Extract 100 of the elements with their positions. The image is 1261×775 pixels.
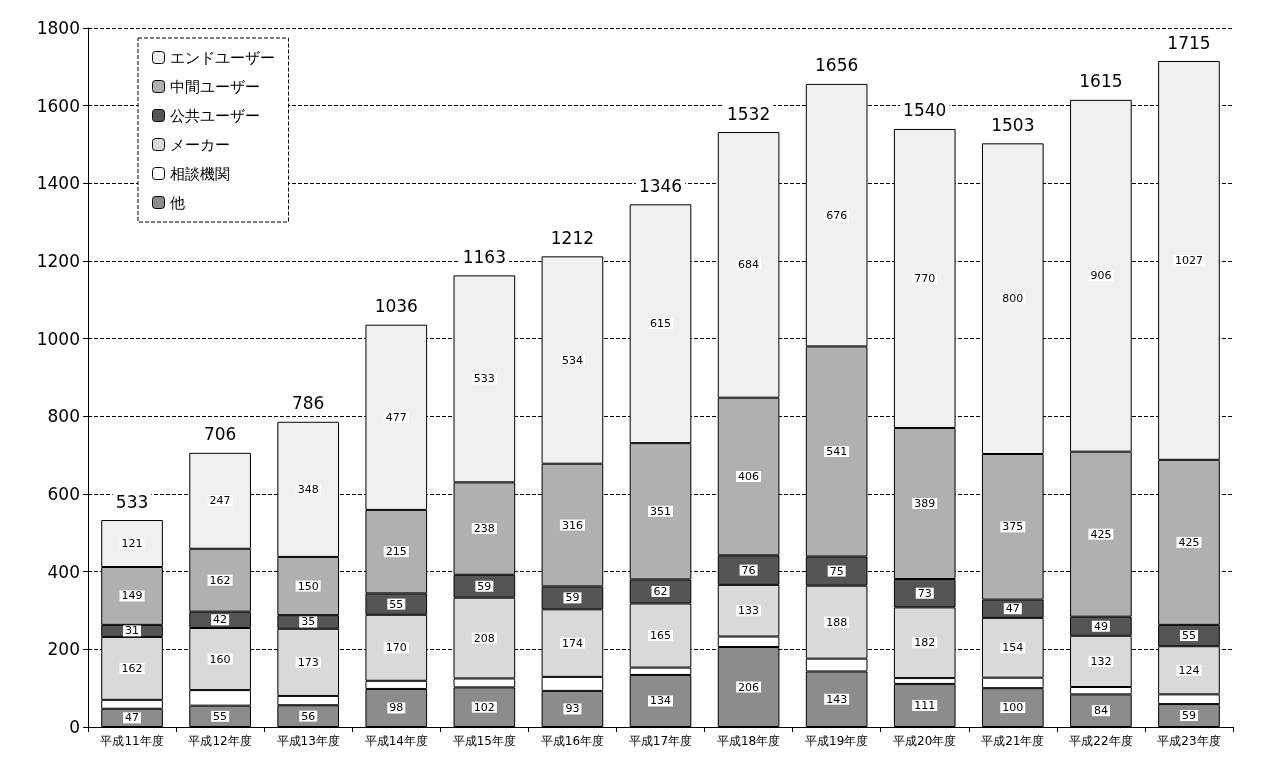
x-tick-label: 平成20年度	[893, 734, 957, 748]
x-tick-label: 平成14年度	[364, 734, 428, 748]
data-label: 208	[473, 631, 495, 645]
data-label: 59	[477, 579, 492, 593]
total-label: 1656	[815, 55, 859, 76]
y-tick-label: 200	[47, 639, 80, 660]
data-label: 100	[1002, 701, 1024, 715]
y-tick-label: 800	[47, 406, 80, 427]
x-tick-label: 平成22年度	[1069, 734, 1133, 748]
data-label: 534	[561, 353, 583, 367]
total-label: 1163	[462, 246, 506, 267]
data-label: 676	[826, 208, 848, 222]
data-label: 162	[121, 661, 143, 675]
data-label: 55	[389, 597, 404, 611]
data-label: 425	[1090, 527, 1112, 541]
data-label: 174	[561, 636, 583, 650]
x-tick-label: 平成13年度	[276, 734, 340, 748]
data-label: 247	[209, 494, 231, 508]
x-tick-label: 平成16年度	[540, 734, 605, 748]
data-label: 111	[914, 698, 936, 712]
x-tick-label: 平成19年度	[805, 734, 869, 748]
data-label: 42	[213, 613, 228, 627]
total-label: 1036	[374, 296, 418, 317]
data-label: 238	[473, 522, 495, 536]
y-tick-label: 1800	[36, 18, 80, 38]
total-label: 706	[203, 424, 237, 445]
data-label: 615	[650, 317, 671, 331]
data-label: 351	[650, 504, 671, 518]
total-label: 533	[115, 491, 149, 512]
legend-label: エンドユーザー	[169, 48, 275, 67]
x-tick-label: 平成17年度	[628, 734, 693, 748]
y-tick-label: 1000	[36, 328, 80, 349]
y-tick-label: 1200	[36, 251, 80, 271]
total-label: 1503	[991, 114, 1035, 135]
data-label: 533	[473, 372, 495, 386]
data-label: 182	[914, 636, 936, 650]
legend-label: 公共ユーザー	[169, 106, 260, 125]
legend-label: 他	[169, 193, 185, 212]
data-label: 47	[125, 711, 140, 725]
data-label: 541	[826, 444, 848, 458]
data-label: 59	[565, 591, 580, 605]
data-label: 389	[914, 497, 936, 511]
data-label: 59	[1181, 709, 1196, 723]
data-label: 150	[297, 579, 319, 593]
total-label: 1346	[638, 175, 683, 196]
data-label: 375	[1002, 520, 1024, 534]
data-label: 165	[650, 629, 671, 643]
data-label: 206	[738, 680, 760, 694]
total-label: 1615	[1079, 71, 1123, 92]
data-label: 133	[738, 604, 760, 618]
total-label: 786	[291, 393, 325, 414]
data-label: 124	[1178, 663, 1200, 677]
total-label: 1715	[1167, 32, 1211, 53]
x-tick-label: 平成11年度	[100, 734, 164, 748]
data-label: 35	[301, 615, 316, 629]
data-label: 170	[385, 641, 407, 655]
data-label: 47	[1005, 602, 1020, 616]
data-label: 56	[301, 709, 316, 723]
data-label: 134	[650, 694, 671, 708]
y-tick-label: 0	[69, 717, 80, 737]
y-tick-label: 1400	[36, 173, 80, 194]
data-label: 173	[297, 655, 319, 669]
legend-label: 中間ユーザー	[169, 77, 260, 96]
data-label: 154	[1002, 641, 1024, 655]
data-label: 31	[125, 624, 140, 638]
data-label: 102	[473, 700, 495, 714]
data-label: 162	[209, 573, 231, 587]
data-label: 55	[213, 709, 228, 723]
data-label: 406	[738, 470, 760, 484]
data-label: 906	[1090, 269, 1112, 283]
y-tick-label: 600	[47, 484, 80, 504]
data-label: 1027	[1174, 253, 1203, 267]
data-label: 55	[1181, 629, 1196, 643]
data-label: 215	[385, 545, 407, 559]
data-label: 684	[738, 258, 760, 272]
data-label: 62	[653, 584, 668, 598]
legend-label: 相談機関	[169, 164, 230, 183]
data-label: 49	[1093, 619, 1108, 633]
data-label: 132	[1090, 654, 1112, 668]
data-label: 73	[917, 586, 932, 600]
total-label: 1212	[550, 227, 595, 248]
x-tick-label: 平成12年度	[188, 734, 252, 748]
data-label: 84	[1093, 704, 1108, 718]
data-label: 121	[121, 537, 143, 551]
y-tick-label: 1600	[36, 95, 80, 116]
data-label: 149	[121, 589, 143, 603]
data-label: 770	[914, 271, 936, 285]
data-label: 76	[741, 563, 756, 577]
x-tick-label: 平成23年度	[1157, 734, 1221, 748]
data-label: 160	[209, 652, 231, 666]
total-label: 1540	[903, 100, 947, 121]
data-label: 188	[826, 615, 848, 629]
data-label: 348	[297, 482, 319, 496]
data-label: 98	[389, 701, 404, 715]
data-label: 143	[826, 692, 848, 706]
x-tick-label: 平成21年度	[981, 734, 1045, 748]
x-tick-label: 平成18年度	[716, 734, 781, 748]
data-label: 477	[385, 410, 407, 424]
data-label: 75	[829, 564, 844, 578]
data-label: 425	[1178, 535, 1200, 549]
